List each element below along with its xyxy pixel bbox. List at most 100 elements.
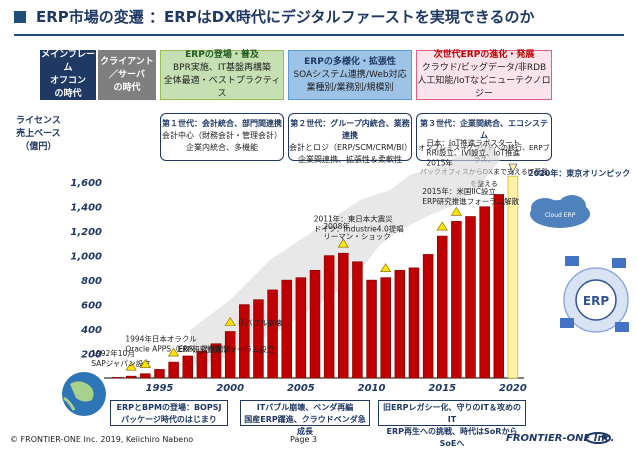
bar-2000	[224, 331, 236, 379]
bar-1993	[125, 375, 137, 379]
era-line: クライアント	[100, 56, 154, 67]
annotation-text: 2015年	[426, 157, 453, 167]
bottom-box-it-bubble: ITバブル崩壊、ベンダ再編 国産ERP躍進、クラウドベンダ急成長	[240, 400, 370, 436]
y-tick-label: 1,200	[70, 227, 102, 238]
cloud-erp-label: Cloud ERP	[545, 212, 576, 219]
y-tick-label: 200	[81, 350, 102, 361]
generation-heading: 第１世代：会計統合、部門間連携	[162, 119, 282, 128]
annotation-text: 1994年日本オラクル	[125, 334, 197, 344]
era-line: 人工知能/IoTなどニューテクノロジー	[417, 76, 551, 99]
bar-2012	[394, 270, 406, 379]
annotation-text: 日本：IoT推進ラボスタート	[426, 137, 520, 147]
y-tick-label: 1,600	[70, 178, 102, 189]
bar-2019	[493, 194, 505, 379]
y-tick-label: 600	[81, 301, 102, 312]
erp-circle-graphic: ERP	[560, 256, 629, 333]
logo-swoosh-icon	[585, 432, 611, 444]
bar-2006	[309, 270, 321, 379]
bar-2008	[338, 252, 349, 379]
era-line: 全体最適・ベストプラクティス	[163, 76, 281, 99]
bar-2013	[408, 267, 420, 379]
bottom-box-packages: ERPとBPMの登場：BOPSJ パッケージ時代のはじまり	[110, 400, 228, 426]
x-tick-label: 2015	[428, 383, 456, 394]
annotation-marker	[168, 347, 180, 357]
annotation-marker	[450, 206, 462, 216]
y-tick-label: 400	[80, 325, 102, 336]
y-tick-label: 800	[81, 276, 102, 287]
annotation-text: 2015年：米国IIC設立	[422, 186, 496, 196]
era-line: SOAシステム連携/Web対応	[293, 69, 407, 80]
annotation-text: ドイツ：Industrie4.0提唱	[314, 224, 404, 234]
erp-node-icon	[560, 318, 574, 328]
bar-1999	[210, 343, 222, 379]
bar-2007	[323, 255, 335, 379]
era-line: クラウド/ビッグデータ/非RDB	[421, 63, 547, 73]
generation-1-callout: 第１世代：会計統合、部門間連携 会計中心（財務会計・管理会計） 企業内統合、多機…	[160, 113, 284, 161]
annotation-text: SAPジャパン設立	[91, 358, 151, 368]
generation-line: 会計中心（財務会計・管理会計）	[162, 131, 282, 140]
bar-1992	[111, 377, 123, 379]
era-line: BPR実施、IT基盤再構築	[172, 63, 271, 73]
bar-1996	[168, 361, 179, 379]
bottom-box-line: ITバブル崩壊、ベンダ再編	[256, 403, 354, 412]
generation-heading: 第２世代：グループ内統合、業務連携	[290, 119, 410, 140]
copyright-footer: © FRONTIER-ONE Inc. 2019, Keiichiro Nabe…	[10, 435, 194, 444]
era-line: メインフレーム	[41, 50, 95, 73]
y-tick-label: 1,000	[70, 252, 102, 263]
bottom-box-line: 旧ERPレガシー化、守りのIT＆攻めのIT	[383, 403, 521, 424]
annotation-marker	[380, 263, 392, 272]
era-heading: ERPの登場・普及	[185, 50, 259, 60]
generation-2-callout: 第２世代：グループ内統合、業務連携 会計とロジ（ERP/SCM/CRM/BI） …	[288, 113, 412, 164]
annotation-text: RRI設立、IVI設立、IoT推進	[426, 147, 520, 157]
olympic-marker-triangle	[508, 163, 518, 173]
title-marker	[14, 11, 26, 23]
bar-2011	[380, 277, 391, 379]
title-underline	[14, 34, 624, 36]
y-axis-title-line: 売上ベース	[16, 129, 61, 139]
bottom-box-line: ERPとBPMの登場：BOPSJ	[116, 403, 222, 412]
annotation-text: ERP研究推進フォーラム解散	[422, 196, 519, 206]
era-line: オフコン	[49, 76, 86, 86]
era-client-server: クライアント ／サーバ の時代	[98, 50, 156, 100]
era-line: 業種別/業務別/規模別	[306, 82, 394, 93]
bar-1998	[196, 350, 208, 379]
title-bar: ERP市場の変遷 ：ERPはDX時代にデジタルファーストを実現できるのか	[0, 0, 638, 40]
erp-node-icon	[565, 256, 579, 266]
annotation-text: 2011年：東日本大震災	[314, 214, 394, 224]
bar-1994	[140, 373, 151, 379]
cloud-erp-graphic: Cloud ERP	[530, 195, 590, 228]
era-heading: 次世代ERPの進化・発展	[433, 50, 535, 60]
x-tick-label: 2000	[216, 383, 244, 394]
era-erp-diversification: ERPの多様化・拡張性 SOAシステム連携/Web対応 業種別/業務別/規模別	[288, 50, 412, 100]
x-tick-label: 1995	[146, 383, 174, 394]
bar-2014	[422, 254, 434, 379]
bottom-box-line: 国産ERP躍進、クラウドベンダ急成長	[244, 415, 366, 436]
y-axis-title: ライセンス 売上ベース （億円）	[16, 115, 61, 154]
bottom-box-line: パッケージ時代のはじまり	[121, 415, 217, 424]
annotation-marker	[224, 316, 236, 326]
globe-graphic	[62, 372, 106, 416]
erp-node-icon	[615, 322, 629, 332]
olympic-label: 2020年：東京オリンピック	[528, 169, 631, 178]
bar-2017	[465, 216, 476, 379]
page-number: Page 3	[290, 435, 317, 444]
bar-2003	[267, 289, 278, 379]
annotation-text: ITバブル崩壊	[238, 318, 283, 328]
bar-2009	[352, 261, 363, 379]
bar-2004	[281, 279, 292, 379]
generation-line: 企業内統合、多機能	[186, 143, 258, 152]
era-mainframe: メインフレーム オフコン の時代	[40, 50, 96, 100]
annotation-text: 1992年10月	[91, 348, 135, 358]
era-line: の時代	[54, 89, 82, 99]
x-tick-label: 2010	[358, 383, 386, 394]
annotation-text: Oracle APPS（EBS）提供開始	[125, 344, 231, 354]
bar-2001	[239, 304, 250, 379]
bar-2002	[253, 299, 264, 379]
era-erp-adoption: ERPの登場・普及 BPR実施、IT基盤再構築 全体最適・ベストプラクティス	[160, 50, 284, 100]
annotation-text: リーマン・ショック	[323, 232, 391, 241]
annotation-marker	[436, 221, 448, 231]
bar-2010	[366, 279, 377, 379]
generation-line: 企業間連携、拡張性＆柔軟性	[298, 155, 402, 164]
